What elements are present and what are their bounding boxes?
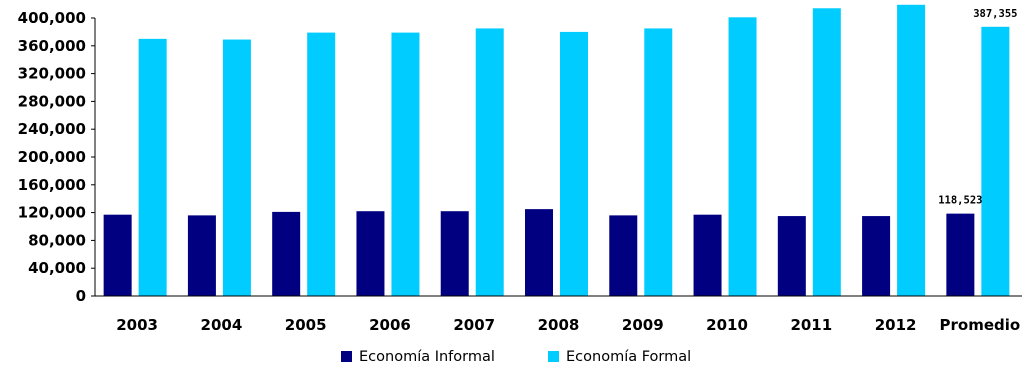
- y-tick-label: 40,000: [28, 259, 86, 277]
- bar-formal-2006: [391, 32, 420, 296]
- bar-informal-2003: [103, 214, 132, 296]
- bar-formal-2010: [728, 17, 757, 297]
- legend-label: Economía Formal: [566, 349, 691, 365]
- data-label: 387,355: [973, 8, 1017, 20]
- y-tick-label: 320,000: [18, 65, 86, 83]
- bar-formal-2011: [812, 8, 841, 297]
- y-tick-label: 160,000: [18, 176, 86, 194]
- y-tick-label: 200,000: [18, 148, 86, 166]
- y-tick-label: 400,000: [18, 9, 86, 27]
- x-tick-label: 2011: [790, 316, 832, 334]
- bar-informal-2012: [862, 216, 891, 296]
- y-tick-label: 280,000: [18, 92, 86, 110]
- bar-informal-2011: [777, 216, 806, 296]
- bar-formal-2005: [307, 32, 336, 296]
- y-tick-label: 80,000: [28, 231, 86, 249]
- y-tick-label: 360,000: [18, 37, 86, 55]
- bar-informal-2008: [525, 209, 553, 296]
- y-tick-label: 240,000: [18, 120, 86, 138]
- x-tick-label: 2009: [622, 316, 664, 334]
- data-label: 118,523: [938, 195, 982, 207]
- x-tick-label: 2008: [538, 316, 580, 334]
- x-tick-label: 2003: [116, 316, 158, 334]
- bar-informal-promedio: [946, 213, 975, 296]
- legend: Economía Informal Economía Formal: [341, 349, 691, 365]
- data-labels: 118,523 387,355: [938, 8, 1017, 207]
- x-tick-label: Promedio: [940, 316, 1021, 334]
- bar-informal-2009: [609, 215, 638, 296]
- bar-formal-2008: [560, 31, 588, 297]
- bars: [103, 4, 1010, 297]
- x-tick-label: 2004: [201, 316, 243, 334]
- bar-informal-2004: [187, 215, 216, 296]
- legend-swatch: [341, 351, 352, 362]
- bar-informal-2005: [272, 211, 301, 296]
- y-tick-label: 120,000: [18, 204, 86, 222]
- y-tick-label: 0: [76, 287, 86, 305]
- bar-formal-2004: [222, 39, 251, 297]
- bar-formal-2009: [644, 28, 673, 297]
- bar-informal-2007: [440, 211, 469, 296]
- bar-formal-promedio: [981, 26, 1010, 297]
- bar-informal-2010: [693, 214, 722, 296]
- bar-formal-2003: [138, 38, 167, 296]
- x-tick-label: 2005: [285, 316, 327, 334]
- bar-informal-2006: [356, 211, 385, 296]
- x-tick-label: 2007: [453, 316, 495, 334]
- x-tick-label: 2006: [369, 316, 411, 334]
- bar-formal-2012: [897, 4, 926, 296]
- x-axis: 2003 2004 2005 2006 2007 2008 2009 2010 2011 2012…: [95, 295, 1022, 334]
- y-axis: 0 40,000 80,000 120,000 160,000 200,000 240,00…: [18, 9, 96, 305]
- x-tick-label: 2012: [875, 316, 917, 334]
- legend-swatch: [548, 351, 559, 362]
- legend-label: Economía Informal: [359, 349, 495, 365]
- x-tick-label: 2010: [706, 316, 748, 334]
- bar-formal-2007: [475, 28, 504, 297]
